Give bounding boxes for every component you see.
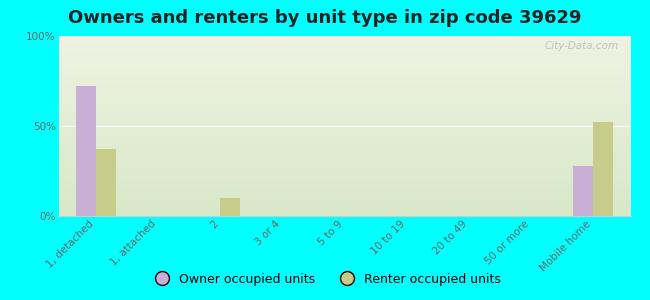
Bar [76, 86, 96, 216]
Bar [573, 166, 593, 216]
Bar [96, 149, 116, 216]
Text: City-Data.com: City-Data.com [545, 41, 619, 51]
Text: Owners and renters by unit type in zip code 39629: Owners and renters by unit type in zip c… [68, 9, 582, 27]
Bar [220, 198, 240, 216]
Legend: Owner occupied units, Renter occupied units: Owner occupied units, Renter occupied un… [144, 268, 506, 291]
Bar [593, 122, 613, 216]
